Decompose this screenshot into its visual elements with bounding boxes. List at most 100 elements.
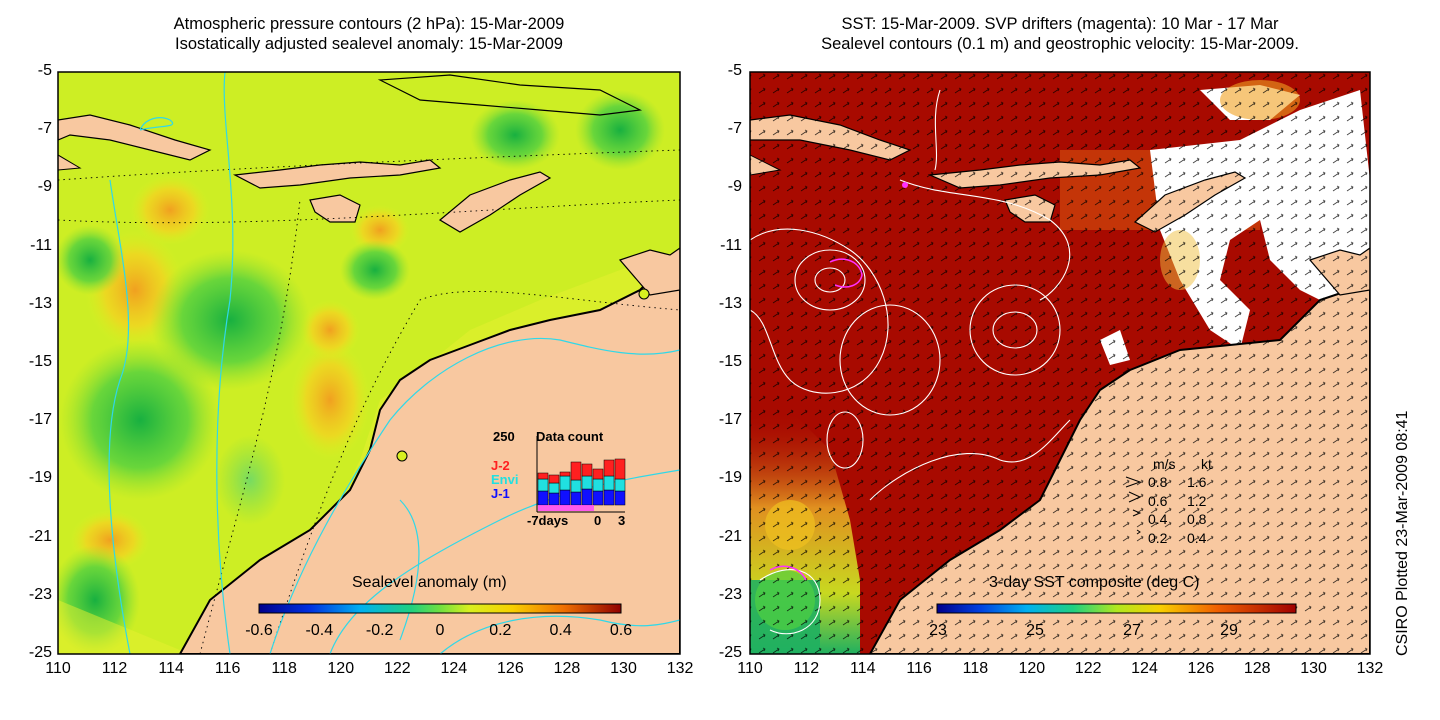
x-tick-right: 124 xyxy=(1131,660,1158,677)
x-tick-left: 118 xyxy=(271,660,297,677)
y-tick-right: -13 xyxy=(718,294,742,312)
velocity-kt-value: 0.8 xyxy=(1187,511,1207,527)
velocity-kt-value: 1.6 xyxy=(1187,474,1207,490)
x-tick-left: 126 xyxy=(497,660,524,677)
drifter-track xyxy=(829,258,863,288)
y-tick-right: -21 xyxy=(718,527,742,545)
left-title-line2: Isostatically adjusted sealevel anomaly:… xyxy=(175,35,563,53)
data-count-bar xyxy=(614,490,626,506)
credit-text: CSIRO Plotted 23-Mar-2009 08:41 xyxy=(1394,410,1411,656)
x-tick-left: 124 xyxy=(440,660,468,677)
data-count-bar xyxy=(581,488,593,506)
data-count-bar xyxy=(559,475,571,491)
y-tick-left: -13 xyxy=(28,294,52,312)
y-tick-left: -19 xyxy=(28,469,52,487)
y-tick-left: -11 xyxy=(30,236,52,254)
x-tick-right: 112 xyxy=(793,660,820,677)
sst-colorbar-tick: 23 xyxy=(929,622,947,639)
data-count-bar xyxy=(570,479,582,493)
velocity-kt-value: 0.4 xyxy=(1187,529,1207,546)
y-tick-right: -11 xyxy=(720,236,742,254)
y-tick-right: -17 xyxy=(718,411,742,429)
x-tick-right: 122 xyxy=(1074,660,1102,677)
sst-colorbar-tick: 29 xyxy=(1220,622,1238,639)
right-map-plot xyxy=(750,72,1370,654)
data-count-bar xyxy=(570,491,582,506)
sst-colorbar-label: 3-day SST composite (deg C) xyxy=(989,574,1200,591)
velocity-legend-arrows xyxy=(1125,476,1142,535)
velocity-ms-value: 0.6 xyxy=(1148,492,1168,509)
sst-colorbar-tick: 27 xyxy=(1123,622,1141,639)
y-tick-left: -23 xyxy=(28,585,52,603)
y-tick-right: -23 xyxy=(718,585,742,603)
data-count-bar xyxy=(559,489,571,506)
velocity-kt-value: 1.2 xyxy=(1187,492,1207,509)
y-tick-left: -9 xyxy=(37,178,52,196)
x-tick-right: 120 xyxy=(1018,660,1046,677)
x-tick-left: 110 xyxy=(45,660,71,677)
velocity-ms-value: 0.8 xyxy=(1148,474,1168,490)
data-count-bar xyxy=(570,461,582,481)
x-tick-right: 116 xyxy=(906,660,932,677)
y-tick-right: -25 xyxy=(718,644,742,661)
data-count-bar xyxy=(537,490,549,506)
sla-colorbar xyxy=(258,603,622,614)
x-tick-left: 112 xyxy=(101,660,128,677)
sla-colorbar-tick: 0 xyxy=(435,622,445,639)
legend-j1: J-1 xyxy=(491,486,510,501)
data-count-bar xyxy=(592,478,604,492)
sla-colorbar-tick: 0.2 xyxy=(489,622,512,639)
x-tick-right: 130 xyxy=(1300,660,1327,677)
sla-colorbar-tick: 0.4 xyxy=(549,622,572,639)
right-title-line1: SST: 15-Mar-2009. SVP drifters (magenta)… xyxy=(841,15,1279,33)
y-tick-left: -17 xyxy=(28,411,52,429)
sst-colorbar-tick: 25 xyxy=(1026,622,1044,639)
data-count-bar xyxy=(603,489,615,506)
data-count-title: Data count xyxy=(536,429,604,444)
y-tick-left: -25 xyxy=(28,644,52,661)
y-tick-left: -7 xyxy=(37,120,52,138)
x-tick-right: 132 xyxy=(1356,660,1384,677)
x-tick-right: 114 xyxy=(849,660,876,677)
legend-envi: Envi xyxy=(491,472,519,487)
y-tick-right: -5 xyxy=(727,62,742,79)
x-tick-left: 128 xyxy=(553,660,581,677)
right-title-line2: Sealevel contours (0.1 m) and geostrophi… xyxy=(821,35,1299,53)
y-tick-left: -15 xyxy=(28,353,52,370)
data-count-bar xyxy=(548,474,560,484)
x-tick-left: 116 xyxy=(214,660,241,677)
right-map-frame xyxy=(749,71,1371,655)
x-tick-right: 128 xyxy=(1243,660,1271,677)
data-count-bar xyxy=(548,492,560,506)
velocity-header-ms: m/s xyxy=(1153,456,1176,472)
data-count-bar xyxy=(614,478,626,492)
y-tick-right: -19 xyxy=(718,469,742,487)
x-tick-right: 118 xyxy=(962,660,989,677)
x-tick-right: 110 xyxy=(737,660,763,677)
data-count-bar xyxy=(603,475,615,491)
data-count-bar xyxy=(537,472,549,480)
sla-colorbar-tick: -0.2 xyxy=(365,622,394,639)
left-map-title: Atmospheric pressure contours (2 hPa): 1… xyxy=(58,14,680,54)
right-map-title: SST: 15-Mar-2009. SVP drifters (magenta)… xyxy=(750,14,1370,54)
data-count-bar xyxy=(603,459,615,477)
data-count-max: 250 xyxy=(493,429,515,444)
data-count-bar xyxy=(559,471,571,477)
y-tick-left: -21 xyxy=(28,527,52,545)
data-count-bar xyxy=(581,463,593,477)
data-count-bar xyxy=(581,475,593,490)
sla-colorbar-tick: -0.4 xyxy=(305,622,334,639)
data-count-bar xyxy=(548,482,560,494)
x-tick-left: 132 xyxy=(666,660,694,677)
left-map-plot xyxy=(58,72,680,654)
data-count-inset xyxy=(536,436,626,513)
velocity-ms-value: 0.4 xyxy=(1148,511,1168,527)
x-tick-left: 130 xyxy=(610,660,637,677)
y-tick-right: -7 xyxy=(727,120,742,138)
drifter-track-2 xyxy=(769,565,807,581)
legend-j2: J-2 xyxy=(491,458,510,473)
data-count-bar xyxy=(614,458,626,480)
data-count-bar xyxy=(592,490,604,506)
left-title-line1: Atmospheric pressure contours (2 hPa): 1… xyxy=(173,15,565,33)
